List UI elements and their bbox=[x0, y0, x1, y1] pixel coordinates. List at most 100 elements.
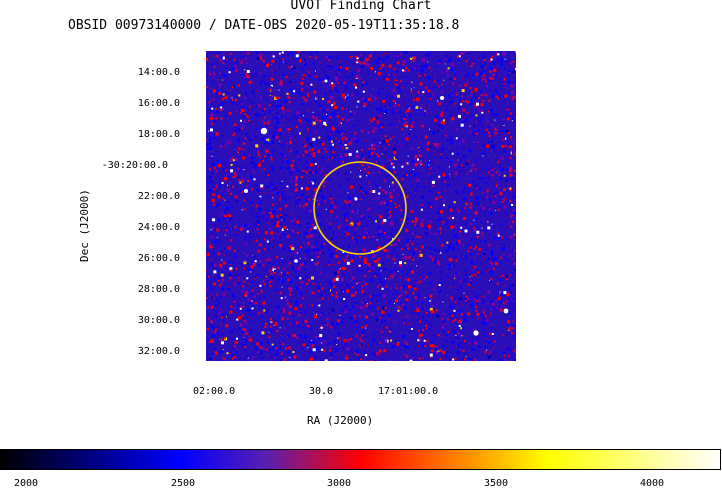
noise-pixel bbox=[395, 339, 397, 341]
noise-pixel bbox=[508, 327, 512, 331]
noise-pixel bbox=[468, 183, 472, 187]
noise-pixel bbox=[242, 235, 244, 237]
noise-pixel bbox=[455, 334, 457, 336]
noise-pixel bbox=[420, 164, 422, 165]
noise-pixel bbox=[350, 152, 352, 154]
noise-pixel bbox=[359, 282, 361, 284]
noise-pixel bbox=[495, 350, 498, 353]
noise-pixel bbox=[276, 112, 279, 115]
noise-pixel bbox=[363, 293, 366, 296]
noise-pixel bbox=[475, 128, 476, 130]
noise-pixel bbox=[275, 135, 279, 139]
noise-pixel bbox=[445, 319, 447, 322]
noise-pixel bbox=[278, 274, 280, 276]
noise-pixel bbox=[404, 342, 406, 344]
noise-pixel bbox=[314, 356, 317, 359]
noise-pixel bbox=[427, 297, 431, 301]
noise-pixel bbox=[514, 304, 516, 307]
noise-pixel bbox=[269, 276, 273, 280]
noise-pixel bbox=[451, 289, 453, 291]
noise-pixel bbox=[432, 131, 436, 135]
noise-pixel bbox=[311, 154, 313, 155]
noise-pixel bbox=[388, 73, 391, 76]
noise-pixel bbox=[323, 141, 325, 142]
noise-pixel bbox=[312, 170, 316, 174]
noise-pixel bbox=[509, 123, 510, 125]
noise-pixel bbox=[212, 218, 216, 222]
noise-pixel bbox=[308, 217, 311, 219]
noise-pixel bbox=[362, 195, 366, 199]
noise-pixel bbox=[334, 114, 336, 116]
noise-pixel bbox=[327, 102, 329, 104]
noise-pixel bbox=[377, 146, 379, 147]
noise-pixel bbox=[398, 120, 400, 122]
noise-pixel bbox=[427, 76, 431, 80]
noise-pixel bbox=[224, 215, 227, 217]
noise-pixel bbox=[429, 344, 433, 348]
noise-pixel bbox=[379, 142, 381, 144]
noise-pixel bbox=[241, 314, 244, 317]
noise-pixel bbox=[317, 289, 320, 292]
noise-pixel bbox=[323, 153, 325, 155]
noise-pixel bbox=[327, 100, 331, 104]
noise-pixel bbox=[219, 233, 221, 235]
noise-pixel bbox=[379, 341, 382, 344]
noise-pixel bbox=[499, 96, 501, 99]
noise-pixel bbox=[250, 352, 251, 354]
noise-pixel bbox=[370, 67, 374, 70]
noise-pixel bbox=[504, 94, 508, 98]
noise-pixel bbox=[335, 322, 339, 326]
noise-pixel bbox=[327, 187, 329, 188]
noise-pixel bbox=[475, 114, 478, 117]
noise-pixel bbox=[449, 208, 453, 212]
noise-pixel bbox=[381, 221, 385, 225]
noise-pixel bbox=[246, 263, 249, 266]
noise-pixel bbox=[426, 330, 428, 332]
noise-pixel bbox=[233, 356, 236, 358]
noise-pixel bbox=[406, 144, 408, 146]
noise-pixel bbox=[294, 251, 296, 253]
noise-pixel bbox=[509, 309, 511, 311]
noise-pixel bbox=[250, 293, 254, 296]
noise-pixel bbox=[502, 302, 505, 305]
noise-pixel bbox=[314, 188, 316, 189]
noise-pixel bbox=[356, 210, 359, 213]
noise-pixel bbox=[391, 164, 393, 166]
noise-pixel bbox=[311, 234, 314, 237]
noise-pixel bbox=[234, 195, 238, 199]
noise-pixel bbox=[439, 151, 442, 154]
noise-pixel bbox=[407, 109, 411, 112]
noise-pixel bbox=[376, 352, 380, 356]
noise-pixel bbox=[222, 93, 225, 96]
noise-pixel bbox=[482, 249, 484, 250]
noise-pixel bbox=[321, 312, 324, 314]
noise-pixel bbox=[498, 230, 500, 232]
noise-pixel bbox=[395, 284, 397, 286]
noise-pixel bbox=[270, 173, 272, 175]
noise-pixel bbox=[372, 255, 376, 258]
noise-pixel bbox=[507, 55, 509, 57]
noise-pixel bbox=[295, 91, 299, 95]
noise-pixel bbox=[240, 315, 242, 317]
noise-pixel bbox=[372, 172, 374, 173]
noise-pixel bbox=[504, 68, 507, 70]
noise-pixel bbox=[445, 96, 447, 98]
noise-pixel bbox=[511, 98, 514, 101]
noise-pixel bbox=[477, 269, 479, 271]
noise-pixel bbox=[301, 67, 304, 70]
noise-pixel bbox=[380, 328, 382, 330]
noise-pixel bbox=[421, 307, 424, 310]
noise-pixel bbox=[297, 51, 300, 53]
noise-pixel bbox=[226, 60, 228, 62]
noise-pixel bbox=[512, 298, 515, 300]
noise-pixel bbox=[283, 61, 285, 63]
noise-pixel bbox=[304, 311, 307, 314]
noise-pixel bbox=[371, 310, 373, 311]
noise-pixel bbox=[258, 114, 261, 117]
noise-pixel bbox=[445, 281, 446, 283]
noise-pixel bbox=[307, 119, 311, 123]
noise-pixel bbox=[451, 100, 454, 103]
noise-pixel bbox=[266, 121, 270, 125]
noise-pixel bbox=[357, 149, 358, 151]
noise-pixel bbox=[291, 174, 293, 176]
